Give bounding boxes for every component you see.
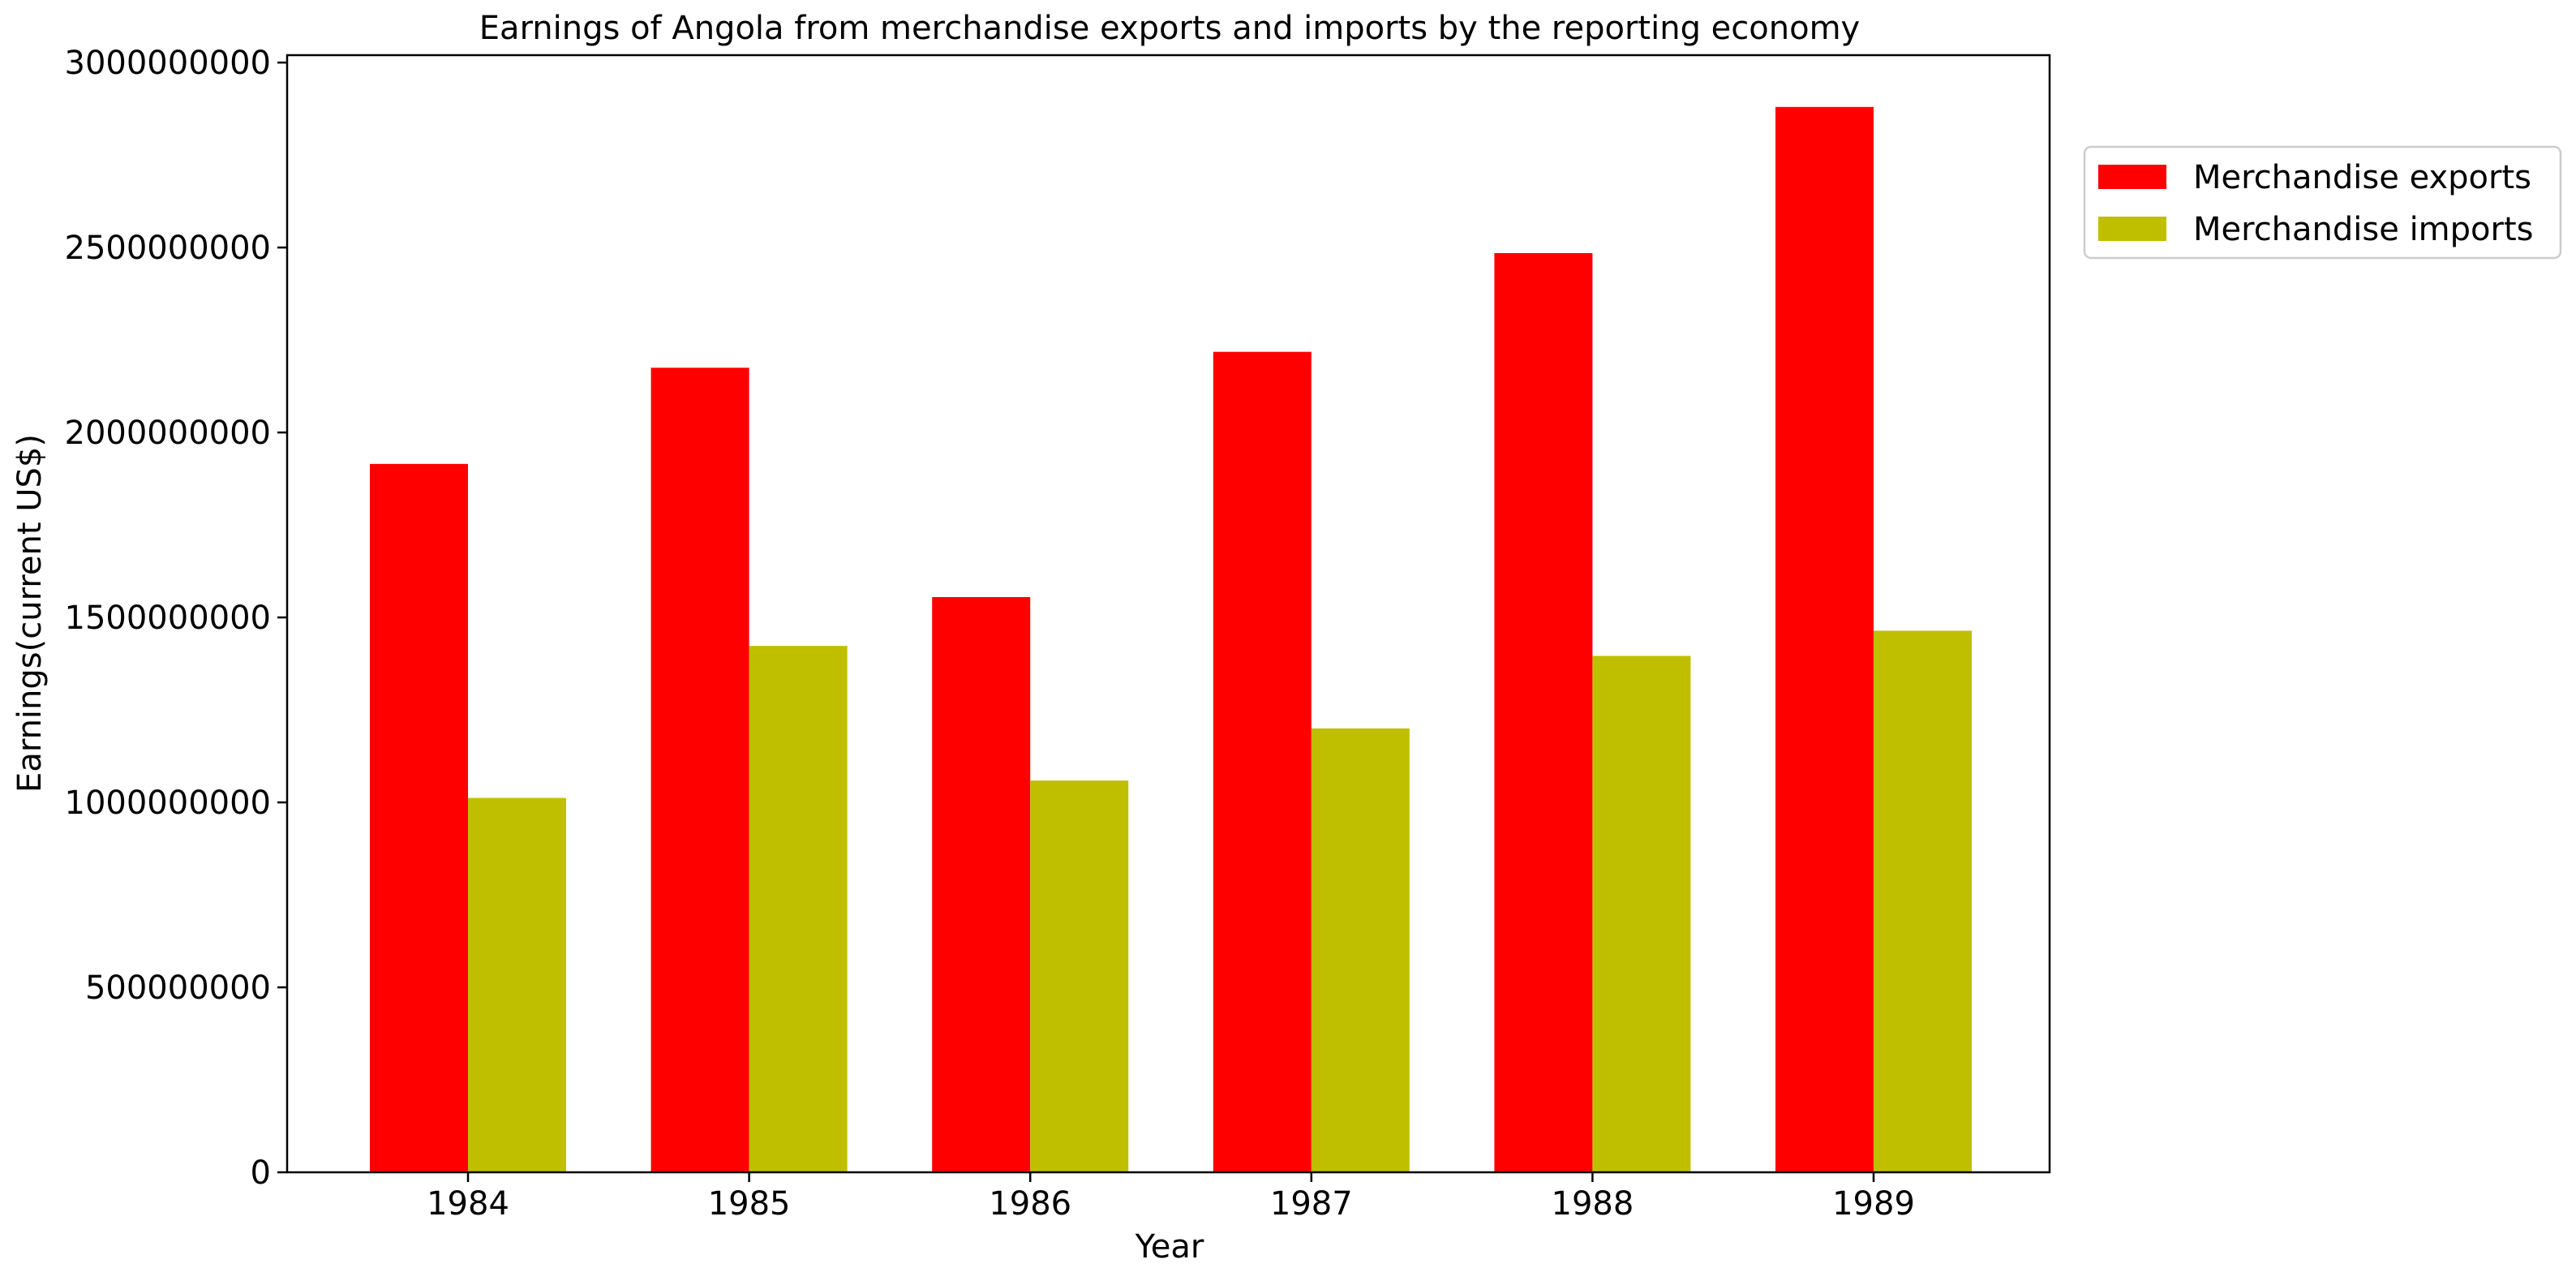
bar-imports-1985 bbox=[749, 646, 848, 1172]
x-tick-label: 1988 bbox=[1552, 1185, 1634, 1223]
legend-swatch-exports bbox=[2098, 165, 2166, 189]
x-tick-label: 1985 bbox=[708, 1185, 791, 1223]
legend-label-exports: Merchandise exports bbox=[2193, 159, 2531, 196]
y-tick-label: 0 bbox=[251, 1154, 271, 1192]
x-tick-label: 1984 bbox=[427, 1185, 509, 1223]
x-tick-label: 1986 bbox=[989, 1185, 1071, 1223]
bar-imports-1984 bbox=[468, 797, 566, 1172]
bar-imports-1988 bbox=[1592, 656, 1691, 1172]
bar-exports-1987 bbox=[1213, 351, 1312, 1172]
y-tick-label: 2000000000 bbox=[65, 415, 272, 452]
bar-imports-1989 bbox=[1874, 630, 1972, 1172]
y-tick-label: 500000000 bbox=[85, 969, 271, 1007]
bar-exports-1985 bbox=[650, 368, 749, 1172]
bars-group bbox=[370, 106, 1972, 1173]
y-axis-ticks: 0 500000000 1000000000 1500000000 2000000000… bbox=[65, 45, 287, 1192]
x-tick-label: 1989 bbox=[1832, 1185, 1915, 1223]
x-axis-ticks: 1984 1985 1986 1987 1988 1989 bbox=[427, 1172, 1915, 1223]
y-tick-label: 2500000000 bbox=[65, 230, 272, 267]
legend: Merchandise exports Merchandise imports bbox=[2083, 145, 2562, 260]
bar-exports-1989 bbox=[1775, 106, 1874, 1172]
x-tick-label: 1987 bbox=[1270, 1185, 1353, 1223]
bar-exports-1986 bbox=[932, 596, 1031, 1172]
x-axis-label: Year bbox=[1135, 1228, 1204, 1266]
legend-label-imports: Merchandise imports bbox=[2193, 211, 2533, 248]
y-tick-label: 1500000000 bbox=[65, 600, 272, 637]
chart-title: Earnings of Angola from merchandise expo… bbox=[479, 10, 1860, 47]
y-axis-label: Earnings(current US$) bbox=[11, 434, 49, 793]
legend-swatch-imports bbox=[2098, 217, 2166, 241]
bar-exports-1984 bbox=[370, 463, 468, 1172]
y-tick-label: 3000000000 bbox=[65, 45, 272, 82]
y-tick-label: 1000000000 bbox=[65, 785, 272, 822]
plot-frame bbox=[286, 54, 2051, 1174]
bar-imports-1987 bbox=[1311, 728, 1410, 1172]
legend-frame bbox=[2083, 145, 2562, 260]
bar-exports-1988 bbox=[1494, 252, 1593, 1173]
bar-imports-1986 bbox=[1030, 780, 1129, 1172]
